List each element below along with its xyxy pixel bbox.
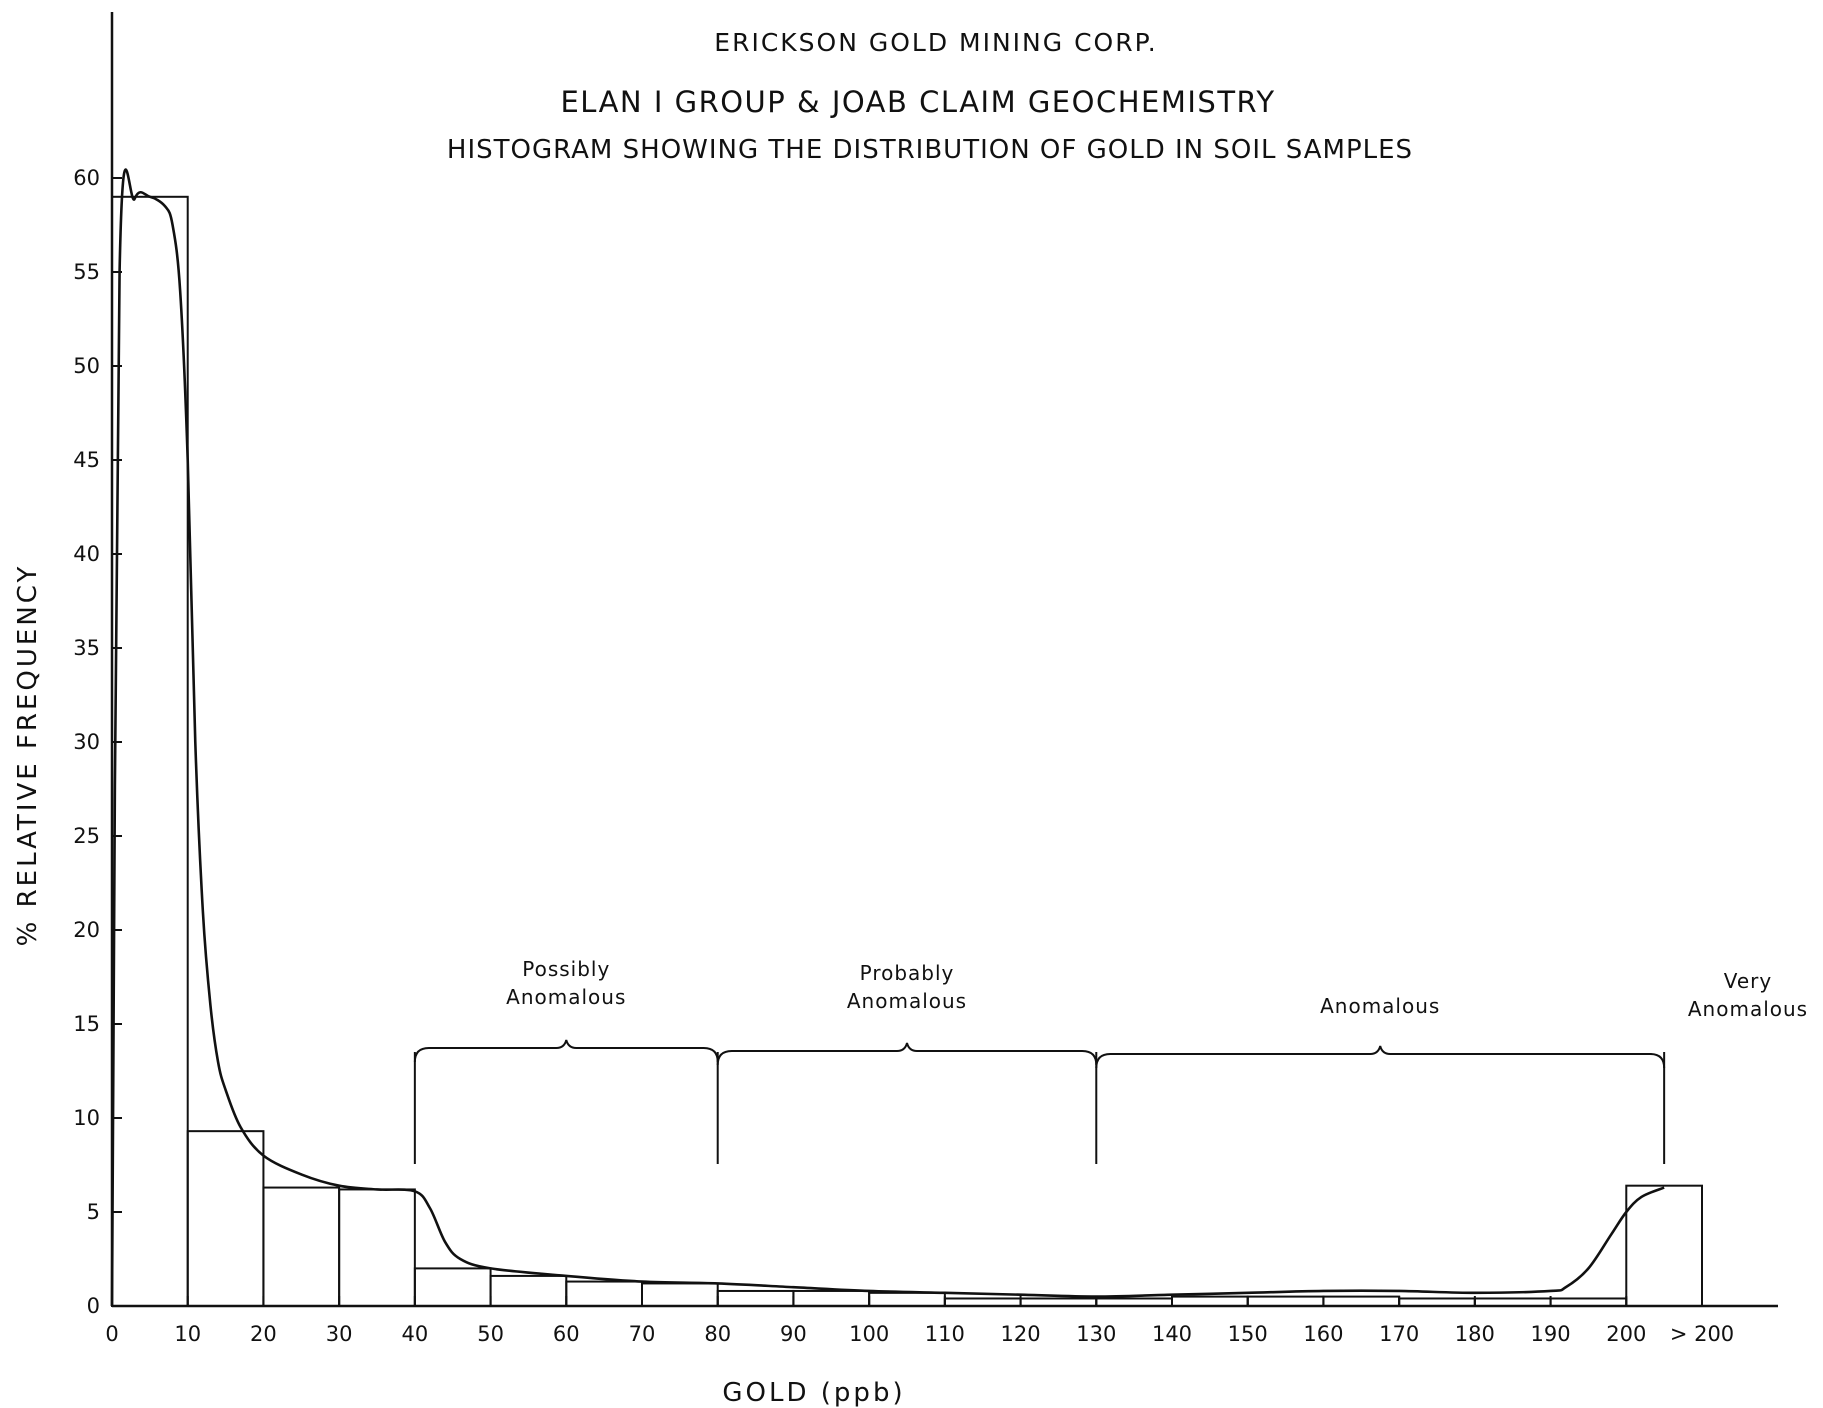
histogram-bar — [1322, 1295, 1401, 1307]
y-tick-label: 10 — [73, 1106, 100, 1130]
x-tick-label: 160 — [1303, 1322, 1343, 1346]
y-ticks: 0 5 10 15 20 25 30 35 40 45 50 55 60 — [73, 166, 122, 1318]
histogram-bar — [413, 1267, 492, 1308]
histogram-bar — [1246, 1295, 1325, 1307]
y-tick-label: 20 — [73, 918, 100, 942]
histogram-bar — [792, 1289, 871, 1307]
histogram-bar — [262, 1186, 341, 1308]
histogram-bar — [1171, 1295, 1249, 1307]
histogram-bar — [338, 1188, 416, 1307]
zone-label: Anomalous — [847, 989, 967, 1013]
zone-label: Probably — [860, 961, 955, 985]
zone-label: Anomalous — [506, 985, 626, 1009]
x-tick-label: 100 — [849, 1322, 889, 1346]
x-tick-label: 140 — [1152, 1322, 1192, 1346]
x-tick-label: 200 — [1606, 1322, 1646, 1346]
x-ticks: 0 10 20 30 40 50 60 70 80 90 100 110 120 130 140 150 160… — [105, 1296, 1734, 1346]
histogram-bar — [868, 1291, 946, 1307]
histogram-bar — [641, 1282, 719, 1307]
histogram-bar — [565, 1280, 643, 1308]
y-tick-label: 25 — [73, 824, 100, 848]
x-tick-label: 110 — [925, 1322, 965, 1346]
y-tick-label: 0 — [87, 1294, 100, 1318]
histogram-bar — [111, 195, 189, 1307]
x-tick-label: 60 — [553, 1322, 580, 1346]
x-tick-label: 170 — [1379, 1322, 1419, 1346]
x-axis-label: GOLD (ppb) — [722, 1378, 905, 1408]
x-tick-label: 80 — [704, 1322, 731, 1346]
zone-label: Anomalous — [1320, 994, 1440, 1018]
chart-company: ERICKSON GOLD MINING CORP. — [714, 28, 1157, 57]
y-tick-label: 60 — [73, 166, 100, 190]
zone-brace — [1095, 1045, 1666, 1069]
anomaly-zones: Possibly Anomalous Probably Anomalous Anomal… — [413, 957, 1808, 1164]
x-tick-label: 180 — [1455, 1322, 1495, 1346]
y-tick-label: 40 — [73, 542, 100, 566]
chart-subtitle: HISTOGRAM SHOWING THE DISTRIBUTION OF GO… — [447, 135, 1413, 165]
y-tick-label: 35 — [73, 636, 100, 660]
x-tick-label: 190 — [1531, 1322, 1571, 1346]
zone-brace — [413, 1039, 719, 1063]
histogram-bar — [489, 1274, 568, 1308]
x-tick-label: 20 — [250, 1322, 277, 1346]
x-tick-label: 70 — [629, 1322, 656, 1346]
x-tick-label: 130 — [1076, 1322, 1116, 1346]
chart-title: ELAN I GROUP & JOAB CLAIM GEOCHEMISTRY — [560, 85, 1275, 119]
x-tick-label: 90 — [780, 1322, 807, 1346]
x-tick-label: 50 — [477, 1322, 504, 1346]
x-tick-label: 30 — [326, 1322, 353, 1346]
histogram-bar — [716, 1289, 795, 1307]
x-tick-label: 120 — [1001, 1322, 1041, 1346]
x-tick-label: > 200 — [1670, 1322, 1734, 1346]
zone-label: Anomalous — [1688, 997, 1808, 1021]
y-tick-label: 15 — [73, 1012, 100, 1036]
x-tick-label: 10 — [174, 1322, 201, 1346]
y-tick-label: 5 — [87, 1200, 100, 1224]
zone-label: Very — [1724, 969, 1773, 993]
y-tick-label: 30 — [73, 730, 100, 754]
histogram-bar — [1625, 1184, 1704, 1308]
x-tick-label: 40 — [401, 1322, 428, 1346]
frequency-curve — [110, 168, 1665, 1307]
zone-label: Possibly — [522, 957, 610, 981]
y-tick-label: 50 — [73, 354, 100, 378]
histogram-bar — [186, 1130, 265, 1308]
histogram-bars — [111, 195, 1704, 1308]
x-tick-label: 0 — [105, 1322, 118, 1346]
x-tick-label: 150 — [1228, 1322, 1268, 1346]
y-tick-label: 45 — [73, 448, 100, 472]
y-tick-label: 55 — [73, 260, 100, 284]
zone-brace — [716, 1042, 1098, 1066]
y-axis-label: % RELATIVE FREQUENCY — [13, 564, 43, 947]
